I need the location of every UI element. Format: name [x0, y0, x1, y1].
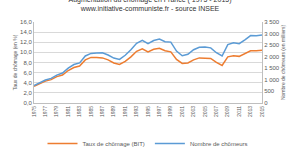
svg-text:0,0: 0,0 [23, 100, 32, 106]
svg-text:1979: 1979 [53, 106, 59, 117]
svg-text:1995: 1995 [145, 106, 151, 117]
svg-text:Nombre de chômeurs (en millier: Nombre de chômeurs (en milliers) [280, 24, 286, 100]
svg-text:12,0: 12,0 [20, 39, 32, 45]
svg-text:2 500: 2 500 [264, 42, 280, 48]
svg-text:Augmentation du chômage en Fra: Augmentation du chômage en France ( 1975… [68, 0, 231, 12]
svg-text:2001: 2001 [179, 106, 185, 117]
svg-text:14,0: 14,0 [20, 29, 32, 35]
svg-text:2 000: 2 000 [264, 54, 280, 60]
svg-text:1975: 1975 [31, 106, 37, 117]
svg-text:1 000: 1 000 [264, 77, 280, 83]
svg-text:1977: 1977 [42, 106, 48, 117]
svg-text:2013: 2013 [247, 106, 253, 117]
svg-text:3 500: 3 500 [264, 19, 280, 25]
svg-text:1985: 1985 [88, 106, 94, 117]
svg-text:8,0: 8,0 [23, 60, 32, 66]
svg-text:2,0: 2,0 [23, 90, 32, 96]
svg-text:1987: 1987 [99, 106, 105, 117]
svg-text:2003: 2003 [190, 106, 196, 117]
svg-text:10,0: 10,0 [20, 49, 32, 55]
svg-text:16,0: 16,0 [20, 19, 32, 25]
svg-text:2007: 2007 [213, 106, 219, 117]
svg-text:1 500: 1 500 [264, 65, 280, 71]
svg-text:6,0: 6,0 [23, 70, 32, 76]
svg-text:Taux de chômage (BIT): Taux de chômage (BIT) [83, 141, 145, 147]
svg-text:2009: 2009 [224, 106, 230, 117]
svg-text:1981: 1981 [65, 106, 71, 117]
svg-text:2015: 2015 [259, 106, 265, 117]
svg-text:4,0: 4,0 [23, 80, 32, 86]
svg-text:Taux de chômage (en %): Taux de chômage (en %) [12, 34, 18, 90]
svg-text:Nombre de chômeurs: Nombre de chômeurs [190, 141, 248, 147]
svg-text:0: 0 [264, 100, 268, 106]
svg-text:1989: 1989 [110, 106, 116, 117]
svg-text:500: 500 [264, 88, 275, 94]
svg-text:1999: 1999 [167, 106, 173, 117]
svg-text:2005: 2005 [202, 106, 208, 117]
svg-text:2011: 2011 [236, 106, 242, 117]
svg-text:1991: 1991 [122, 106, 128, 117]
svg-text:3 000: 3 000 [264, 31, 280, 37]
svg-text:1983: 1983 [76, 106, 82, 117]
svg-text:1997: 1997 [156, 106, 162, 117]
svg-text:1993: 1993 [133, 106, 139, 117]
